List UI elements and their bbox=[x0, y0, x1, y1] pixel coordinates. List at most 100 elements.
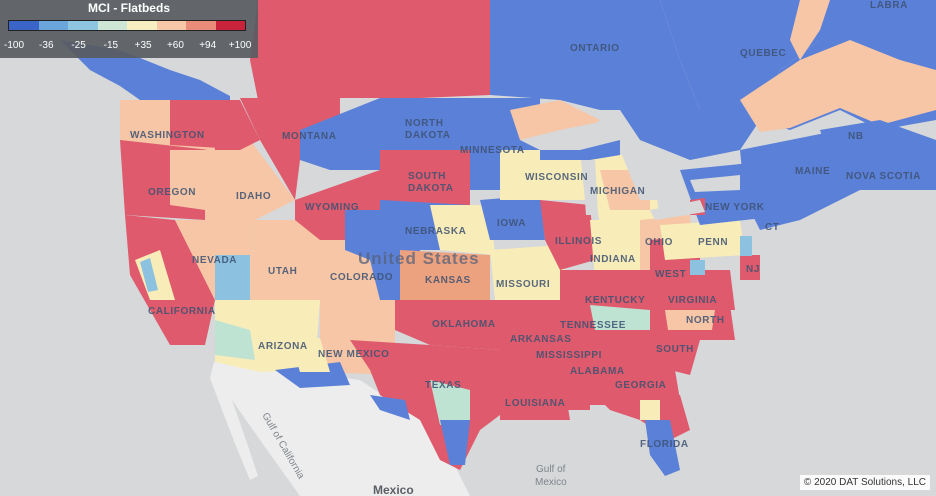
label-mississippi: MISSISSIPPI bbox=[536, 350, 602, 361]
lake-superior bbox=[520, 120, 620, 150]
label-iowa: IOWA bbox=[497, 218, 526, 229]
region-oklahoma bbox=[395, 300, 500, 350]
region-texas bbox=[350, 340, 520, 470]
legend-tick-label: +100 bbox=[228, 40, 252, 51]
label-georgia: GEORGIA bbox=[615, 380, 666, 391]
region-missouri bbox=[490, 245, 570, 300]
region-kansas bbox=[400, 250, 490, 300]
region-quebec-south bbox=[740, 40, 936, 132]
label-pennsylvania: PENN bbox=[698, 237, 728, 248]
label-indiana: INDIANA bbox=[590, 254, 636, 265]
label-michigan: MICHIGAN bbox=[590, 186, 645, 197]
label-west-virginia: WEST bbox=[655, 269, 686, 280]
region-florida-yellow bbox=[640, 400, 660, 420]
label-florida: FLORIDA bbox=[640, 439, 689, 450]
legend-swatch bbox=[215, 21, 245, 30]
label-nevada: NEVADA bbox=[192, 255, 237, 266]
region-washington-east bbox=[170, 100, 220, 148]
label-north-carolina: NORTH bbox=[686, 315, 725, 326]
region-alabama bbox=[570, 340, 625, 405]
legend-swatch bbox=[156, 21, 186, 30]
region-oregon-east bbox=[170, 150, 210, 210]
label-virginia: VIRGINIA bbox=[668, 295, 717, 306]
label-montana: MONTANA bbox=[282, 131, 337, 142]
legend-swatch bbox=[68, 21, 98, 30]
region-south-dakota bbox=[380, 150, 470, 210]
label-north-dakota-1: NORTH bbox=[405, 118, 444, 129]
legend-tick-label: -15 bbox=[103, 40, 119, 51]
legend-panel: MCI - Flatbeds -100 -36 -25 -15 +35 +60 +94 +10… bbox=[0, 0, 258, 58]
label-utah: UTAH bbox=[268, 266, 297, 277]
label-arkansas: ARKANSAS bbox=[510, 334, 571, 345]
region-alberta-sask bbox=[250, 0, 490, 100]
legend-tick-label: +94 bbox=[199, 40, 217, 51]
label-illinois: ILLINOIS bbox=[555, 236, 602, 247]
label-new-york: NEW YORK bbox=[705, 202, 765, 213]
label-united-states: United States bbox=[358, 249, 480, 268]
label-ontario: ONTARIO bbox=[570, 43, 620, 54]
region-wisconsin bbox=[500, 150, 585, 200]
label-ct: CT bbox=[765, 222, 780, 233]
legend-swatch bbox=[9, 21, 39, 30]
region-ontario bbox=[620, 0, 820, 160]
label-new-mexico: NEW MEXICO bbox=[318, 349, 390, 360]
region-va-blue bbox=[690, 260, 705, 275]
label-north-dakota-2: DAKOTA bbox=[405, 130, 451, 141]
label-nebraska: NEBRASKA bbox=[405, 226, 466, 237]
region-illinois bbox=[540, 200, 595, 270]
region-indiana bbox=[590, 220, 640, 280]
legend-tick-label: -100 bbox=[3, 40, 25, 51]
label-gulf-mexico-2: Mexico bbox=[535, 477, 567, 488]
region-nc-peach bbox=[665, 310, 715, 330]
label-minnesota: MINNESOTA bbox=[460, 145, 525, 156]
legend-tick-label: +35 bbox=[134, 40, 152, 51]
region-iowa bbox=[480, 195, 545, 240]
label-texas: TEXAS bbox=[425, 380, 461, 391]
region-virginia bbox=[660, 270, 735, 310]
region-florida-blue bbox=[645, 420, 680, 476]
region-arizona-mint bbox=[215, 320, 255, 360]
copyright-credit: © 2020 DAT Solutions, LLC bbox=[799, 475, 930, 490]
label-south-dakota-1: SOUTH bbox=[408, 171, 446, 182]
region-nj bbox=[740, 255, 760, 280]
legend-swatch bbox=[97, 21, 127, 30]
legend-tick-label: -36 bbox=[39, 40, 54, 51]
legend-tick-label: -25 bbox=[71, 40, 86, 51]
legend-swatch bbox=[38, 21, 68, 30]
label-colorado: COLORADO bbox=[330, 272, 393, 283]
label-california: CALIFORNIA bbox=[148, 306, 216, 317]
label-ohio: OHIO bbox=[645, 237, 673, 248]
region-ontario-south bbox=[790, 0, 830, 60]
region-manitoba bbox=[490, 0, 700, 110]
region-idaho-north bbox=[210, 100, 260, 150]
region-new-mexico-blue bbox=[275, 362, 350, 388]
label-new-brunswick: NB bbox=[848, 131, 864, 142]
label-new-jersey: NJ bbox=[746, 264, 760, 275]
label-quebec: QUEBEC bbox=[740, 48, 786, 59]
baja-peninsula bbox=[210, 362, 258, 480]
label-south-dakota-2: DAKOTA bbox=[408, 183, 454, 194]
lake-huron bbox=[620, 150, 670, 200]
label-nova-scotia: NOVA SCOTIA bbox=[846, 171, 921, 182]
region-new-england bbox=[740, 130, 860, 230]
region-california bbox=[125, 215, 215, 345]
label-washington: WASHINGTON bbox=[130, 130, 205, 141]
label-idaho: IDAHO bbox=[236, 191, 271, 202]
label-gulf-mexico-1: Gulf of bbox=[536, 464, 566, 475]
label-kentucky: KENTUCKY bbox=[585, 295, 645, 306]
region-idaho bbox=[205, 140, 295, 220]
label-alabama: ALABAMA bbox=[570, 366, 625, 377]
label-south-carolina: SOUTH bbox=[656, 344, 694, 355]
lake-ontario bbox=[690, 175, 740, 192]
label-missouri: MISSOURI bbox=[496, 279, 550, 290]
legend-swatch bbox=[127, 21, 157, 30]
region-california-blue bbox=[140, 258, 158, 292]
region-texas-west-blue bbox=[370, 395, 410, 420]
label-maine: MAINE bbox=[795, 166, 830, 177]
lake-erie bbox=[650, 200, 705, 220]
region-montana-east bbox=[300, 98, 380, 170]
label-oklahoma: OKLAHOMA bbox=[432, 319, 496, 330]
region-new-mexico-yellow bbox=[290, 338, 330, 372]
